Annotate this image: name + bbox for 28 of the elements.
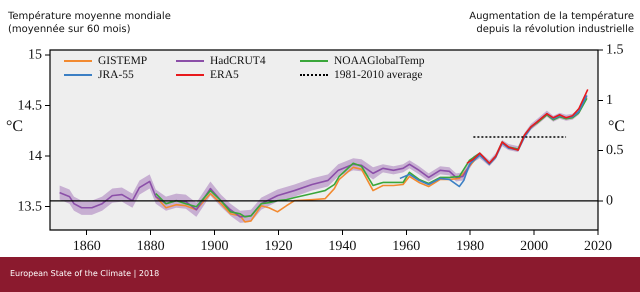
y-tick-label: 14.5 [18, 98, 42, 114]
legend-label: JRA-55 [98, 69, 134, 81]
y2-tick-label: 0.5 [606, 143, 624, 158]
y-tick-label: 13.5 [18, 199, 42, 214]
x-tick-label: 2000 [520, 239, 548, 254]
y-tick-label: 15 [28, 48, 42, 63]
legend-label: ERA5 [210, 69, 239, 81]
y2-tick-label: 1 [606, 92, 613, 108]
y2-tick-label: 1.5 [606, 42, 624, 58]
x-tick-label: 1880 [136, 239, 165, 254]
y2-axis-title: °C [608, 118, 626, 136]
x-tick-label: 1960 [392, 239, 420, 254]
x-tick-label: 1860 [72, 239, 101, 254]
footer-banner: European State of the Climate | 2018 [0, 257, 640, 292]
x-tick-label: 2020 [584, 239, 612, 254]
x-tick-label: 1920 [264, 239, 292, 254]
legend-label: HadCRUT4 [210, 55, 266, 67]
y-axis-title: °C [6, 118, 24, 136]
legend-label: 1981-2010 average [334, 69, 422, 81]
chart-subtitle: Augmentation de la température depuis la révolution industrielle [468, 10, 634, 36]
y-tick-label: 14 [28, 148, 42, 164]
legend-label: NOAAGlobalTemp [334, 55, 425, 67]
x-tick-label: 1900 [200, 239, 229, 254]
legend-label: GISTEMP [98, 55, 148, 67]
x-tick-label: 1940 [328, 239, 356, 254]
x-tick-label: 1980 [456, 239, 484, 254]
y2-tick-label: 0 [606, 194, 613, 209]
chart-title: Température moyenne mondiale (moyennée sur 60 mois) [8, 10, 172, 36]
